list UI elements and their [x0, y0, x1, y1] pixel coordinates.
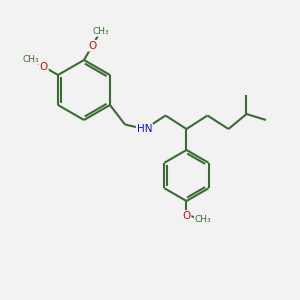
Text: HN: HN: [137, 124, 152, 134]
Text: O: O: [88, 41, 96, 51]
Text: CH₃: CH₃: [92, 27, 109, 36]
Text: CH₃: CH₃: [22, 55, 39, 64]
Text: O: O: [40, 62, 48, 72]
Text: O: O: [182, 211, 190, 221]
Text: CH₃: CH₃: [195, 214, 211, 224]
